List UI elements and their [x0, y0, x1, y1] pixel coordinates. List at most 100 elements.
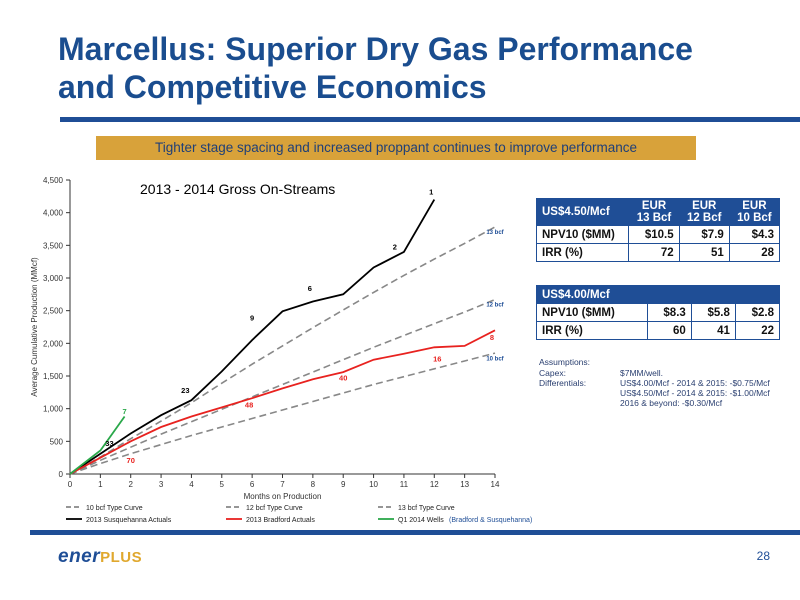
table-row-label: IRR (%)	[535, 243, 630, 262]
data-annotation: 10 bcf	[486, 356, 504, 362]
table-header-cell	[734, 285, 781, 304]
legend-label: 10 bcf Type Curve	[86, 505, 143, 512]
series-line-5	[69, 415, 126, 475]
y-tick-label: 3,000	[43, 274, 64, 283]
logo-plus: PLUS	[100, 549, 143, 566]
table-cell: 60	[646, 321, 692, 340]
assumptions-capex-value: $7MM/well.	[620, 368, 663, 378]
series-line-1	[69, 298, 496, 475]
table-header-row: US$4.50/Mcf EUR 13 Bcf EUR 12 Bcf EUR 10 Bc…	[535, 198, 781, 226]
x-tick-label: 14	[491, 480, 500, 489]
x-tick-label: 13	[460, 480, 469, 489]
series-line-3	[69, 199, 436, 475]
assumptions-diff-line: 2016 & beyond: -$0.30/Mcf	[620, 398, 723, 408]
table-row: NPV10 ($MM) $10.5 $7.9 $4.3	[535, 225, 781, 244]
table-header-cell	[690, 285, 736, 304]
economics-table-450: US$4.50/Mcf EUR 13 Bcf EUR 12 Bcf EUR 10 Bc…	[535, 198, 781, 262]
table-price-label: US$4.00/Mcf	[536, 285, 648, 304]
series-line-4	[69, 329, 496, 475]
y-axis-label: Average Cumulative Production (MMcf)	[30, 257, 39, 397]
legend-label: 2013 Susquehanna Actuals	[86, 517, 172, 524]
table-cell: $5.8	[690, 303, 736, 322]
y-tick-label: 4,000	[43, 209, 64, 218]
assumptions-capex-label: Capex:	[539, 368, 566, 378]
x-tick-label: 12	[430, 480, 439, 489]
table-cell: $7.9	[678, 225, 730, 244]
table-cell: $8.3	[646, 303, 692, 322]
table-header-cell: EUR 13 Bcf	[628, 198, 680, 226]
data-annotation: 9	[250, 313, 254, 322]
data-annotation: 7	[123, 407, 127, 416]
legend-label: 12 bcf Type Curve	[246, 505, 303, 512]
table-header-cell	[646, 285, 692, 304]
data-annotation: 1	[429, 187, 433, 196]
footer-divider	[30, 530, 800, 535]
table-row: NPV10 ($MM) $8.3 $5.8 $2.8	[536, 303, 781, 322]
x-tick-label: 8	[311, 480, 316, 489]
title-line-2: and Competitive Economics	[58, 69, 487, 105]
table-cell: 28	[728, 243, 781, 262]
table-row: IRR (%) 60 41 22	[536, 321, 781, 340]
x-tick-label: 5	[220, 480, 225, 489]
data-annotation: 12 bcf	[486, 303, 504, 309]
series-line-2	[69, 226, 496, 475]
y-tick-label: 500	[50, 437, 64, 446]
assumptions-diff-label: Differentials:	[539, 378, 587, 388]
legend-label: Q1 2014 Wells	[398, 517, 444, 524]
legend-label-suffix: (Bradford & Susquehanna)	[449, 517, 532, 524]
table-cell: 41	[690, 321, 736, 340]
x-tick-label: 11	[400, 480, 409, 489]
series-line-0	[69, 352, 496, 475]
highlight-banner: Tighter stage spacing and increased prop…	[96, 136, 696, 160]
page-title: Marcellus: Superior Dry Gas Performance …	[58, 30, 788, 106]
table-price-label: US$4.50/Mcf	[535, 198, 630, 226]
y-tick-label: 2,000	[43, 339, 64, 348]
table-cell: 51	[678, 243, 730, 262]
chart-title: 2013 - 2014 Gross On-Streams	[140, 181, 336, 197]
y-tick-label: 3,500	[43, 241, 64, 250]
x-tick-label: 7	[280, 480, 285, 489]
table-cell: $2.8	[734, 303, 781, 322]
table-cell: $4.3	[728, 225, 781, 244]
table-cell: 22	[734, 321, 781, 340]
title-divider	[60, 117, 800, 122]
table-cell: $10.5	[628, 225, 680, 244]
company-logo: enerPLUS	[58, 546, 142, 568]
x-tick-label: 2	[128, 480, 133, 489]
x-tick-label: 10	[369, 480, 378, 489]
title-line-1: Marcellus: Superior Dry Gas Performance	[58, 31, 693, 67]
economics-table-400: US$4.00/Mcf NPV10 ($MM) $8.3 $5.8 $2.8 IRR (%…	[536, 285, 781, 340]
table-row-label: IRR (%)	[536, 321, 648, 340]
assumptions-title: Assumptions:	[539, 357, 591, 367]
data-annotation: 8	[490, 333, 494, 342]
legend-label: 2013 Bradford Actuals	[246, 517, 315, 524]
data-annotation: 23	[181, 386, 189, 395]
x-tick-label: 0	[68, 480, 73, 489]
data-annotation: 16	[433, 355, 441, 364]
table-row-label: NPV10 ($MM)	[536, 303, 648, 322]
table-row: IRR (%) 72 51 28	[535, 243, 781, 262]
x-axis-label: Months on Production	[244, 492, 322, 501]
x-tick-label: 9	[341, 480, 346, 489]
table-cell: 72	[628, 243, 680, 262]
data-annotation: 2	[393, 242, 397, 251]
data-annotation: 40	[339, 374, 347, 383]
x-tick-label: 6	[250, 480, 255, 489]
x-tick-label: 1	[98, 480, 103, 489]
table-row-label: NPV10 ($MM)	[535, 225, 630, 244]
y-tick-label: 2,500	[43, 307, 64, 316]
x-tick-label: 4	[189, 480, 194, 489]
data-annotation: 6	[308, 284, 312, 293]
page-number: 28	[756, 549, 770, 563]
x-tick-label: 3	[159, 480, 164, 489]
data-annotation: 48	[245, 400, 253, 409]
production-chart: 0 500 1,000 1,500 2,000 2,500 3,000 3,500 4,000 4…	[30, 176, 532, 524]
table-header-row: US$4.00/Mcf	[536, 285, 781, 304]
data-annotation: 70	[127, 456, 135, 465]
y-tick-label: 1,000	[43, 405, 64, 414]
table-header-cell: EUR 10 Bcf	[728, 198, 781, 226]
data-annotation: 13 bcf	[486, 230, 504, 236]
assumptions-diff-line: US$4.00/Mcf - 2014 & 2015: -$0.75/Mcf	[620, 378, 770, 388]
logo-ener: ener	[58, 546, 101, 567]
legend-label: 13 bcf Type Curve	[398, 505, 455, 512]
